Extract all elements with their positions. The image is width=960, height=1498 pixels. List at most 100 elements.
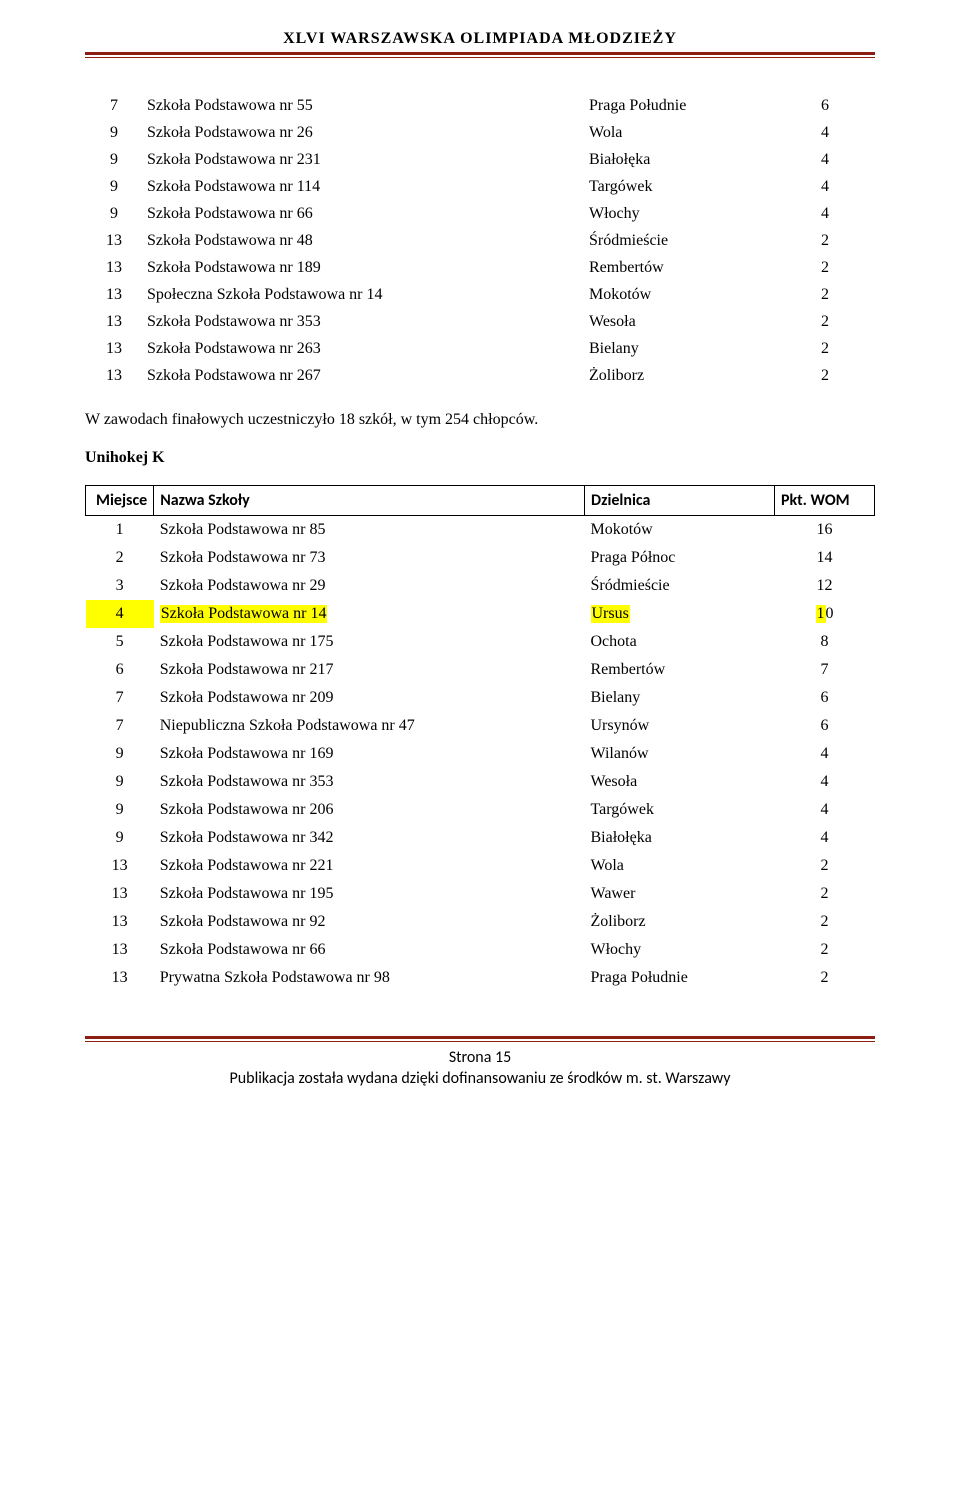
table-row: 13Szkoła Podstawowa nr 66Włochy2 [86,936,875,964]
cell: 2 [775,852,875,880]
col-header-nazwa: Nazwa Szkoły [154,486,585,516]
cell: 6 [775,712,875,740]
cell: 9 [85,200,143,227]
section-heading: Unihokej K [85,449,875,467]
cell: 13 [85,254,143,281]
table-row: 9Szkoła Podstawowa nr 169Wilanów4 [86,740,875,768]
cell: Mokotów [585,281,775,308]
cell: 9 [85,173,143,200]
col-header-dzielnica: Dzielnica [585,486,775,516]
header-rule-thin [85,57,875,58]
cell: 13 [86,852,154,880]
table-row: 9Szkoła Podstawowa nr 66Włochy4 [85,200,875,227]
cell: 4 [86,600,154,628]
cell: Szkoła Podstawowa nr 353 [154,768,585,796]
cell: Szkoła Podstawowa nr 48 [143,227,585,254]
table-row: 13Szkoła Podstawowa nr 189Rembertów2 [85,254,875,281]
cell: 7 [85,92,143,119]
cell: 6 [86,656,154,684]
cell: 10 [775,600,875,628]
footer-page-label: Strona 15 [449,1048,511,1067]
table-row: 1Szkoła Podstawowa nr 85Mokotów16 [86,516,875,545]
table-row: 13Szkoła Podstawowa nr 267Żoliborz2 [85,362,875,389]
cell: 2 [775,227,875,254]
cell: Praga Północ [585,544,775,572]
page-header-title: XLVI WARSZAWSKA OLIMPIADA MŁODZIEŻY [85,30,875,55]
cell: Szkoła Podstawowa nr 209 [154,684,585,712]
cell: 5 [86,628,154,656]
table-row: 13Szkoła Podstawowa nr 195Wawer2 [86,880,875,908]
cell: Wilanów [585,740,775,768]
cell: Praga Południe [585,92,775,119]
cell: 13 [85,362,143,389]
table-row: 7Niepubliczna Szkoła Podstawowa nr 47Urs… [86,712,875,740]
cell: 9 [85,119,143,146]
cell: Praga Południe [585,964,775,992]
cell: Szkoła Podstawowa nr 342 [154,824,585,852]
cell: Szkoła Podstawowa nr 114 [143,173,585,200]
cell: 3 [86,572,154,600]
table-row-highlighted: 4Szkoła Podstawowa nr 14Ursus10 [86,600,875,628]
cell: Żoliborz [585,908,775,936]
table-row: 9Szkoła Podstawowa nr 353Wesoła4 [86,768,875,796]
cell: Bielany [585,335,775,362]
table-row: 9Szkoła Podstawowa nr 26Wola4 [85,119,875,146]
footer-credit: Publikacja została wydana dzięki dofinan… [229,1069,730,1088]
cell: Społeczna Szkoła Podstawowa nr 14 [143,281,585,308]
cell: 7 [775,656,875,684]
col-header-miejsce: Miejsce [86,486,154,516]
cell: 16 [775,516,875,545]
cell: 4 [775,119,875,146]
cell: 12 [775,572,875,600]
results-table-1: 7Szkoła Podstawowa nr 55Praga Południe69… [85,92,875,389]
cell: 13 [85,227,143,254]
cell: 9 [86,824,154,852]
table-header-row: Miejsce Nazwa Szkoły Dzielnica Pkt. WOM [86,486,875,516]
cell: Prywatna Szkoła Podstawowa nr 98 [154,964,585,992]
cell: 13 [85,281,143,308]
footer-rule-thick [85,1036,875,1039]
cell: 13 [86,908,154,936]
table-row: 7Szkoła Podstawowa nr 55Praga Południe6 [85,92,875,119]
cell: 8 [775,628,875,656]
table-row: 7Szkoła Podstawowa nr 209Bielany6 [86,684,875,712]
cell: Szkoła Podstawowa nr 66 [154,936,585,964]
cell: 2 [775,335,875,362]
cell: Ursus [585,600,775,628]
cell: Niepubliczna Szkoła Podstawowa nr 47 [154,712,585,740]
cell: Szkoła Podstawowa nr 26 [143,119,585,146]
cell: Szkoła Podstawowa nr 85 [154,516,585,545]
cell: Szkoła Podstawowa nr 195 [154,880,585,908]
cell: Wola [585,119,775,146]
table-row: 9Szkoła Podstawowa nr 114Targówek4 [85,173,875,200]
cell: Bielany [585,684,775,712]
cell: Wesoła [585,308,775,335]
table-row: 5Szkoła Podstawowa nr 175Ochota8 [86,628,875,656]
cell: Śródmieście [585,572,775,600]
cell: Szkoła Podstawowa nr 66 [143,200,585,227]
cell: 2 [775,308,875,335]
cell: Rembertów [585,656,775,684]
cell: Wesoła [585,768,775,796]
cell: Szkoła Podstawowa nr 353 [143,308,585,335]
cell: 13 [86,936,154,964]
cell: 9 [86,796,154,824]
table-row: 13Szkoła Podstawowa nr 221Wola2 [86,852,875,880]
cell: 14 [775,544,875,572]
cell: Szkoła Podstawowa nr 55 [143,92,585,119]
footer-rule-thin [85,1041,875,1042]
cell: Szkoła Podstawowa nr 175 [154,628,585,656]
cell: Targówek [585,796,775,824]
cell: Szkoła Podstawowa nr 263 [143,335,585,362]
cell: Szkoła Podstawowa nr 267 [143,362,585,389]
cell: Rembertów [585,254,775,281]
cell: 7 [86,684,154,712]
cell: 4 [775,768,875,796]
cell: 4 [775,740,875,768]
table-row: 6Szkoła Podstawowa nr 217Rembertów7 [86,656,875,684]
cell: 13 [86,964,154,992]
table-row: 9Szkoła Podstawowa nr 206Targówek4 [86,796,875,824]
cell: 2 [775,880,875,908]
cell: 2 [775,964,875,992]
cell: Żoliborz [585,362,775,389]
